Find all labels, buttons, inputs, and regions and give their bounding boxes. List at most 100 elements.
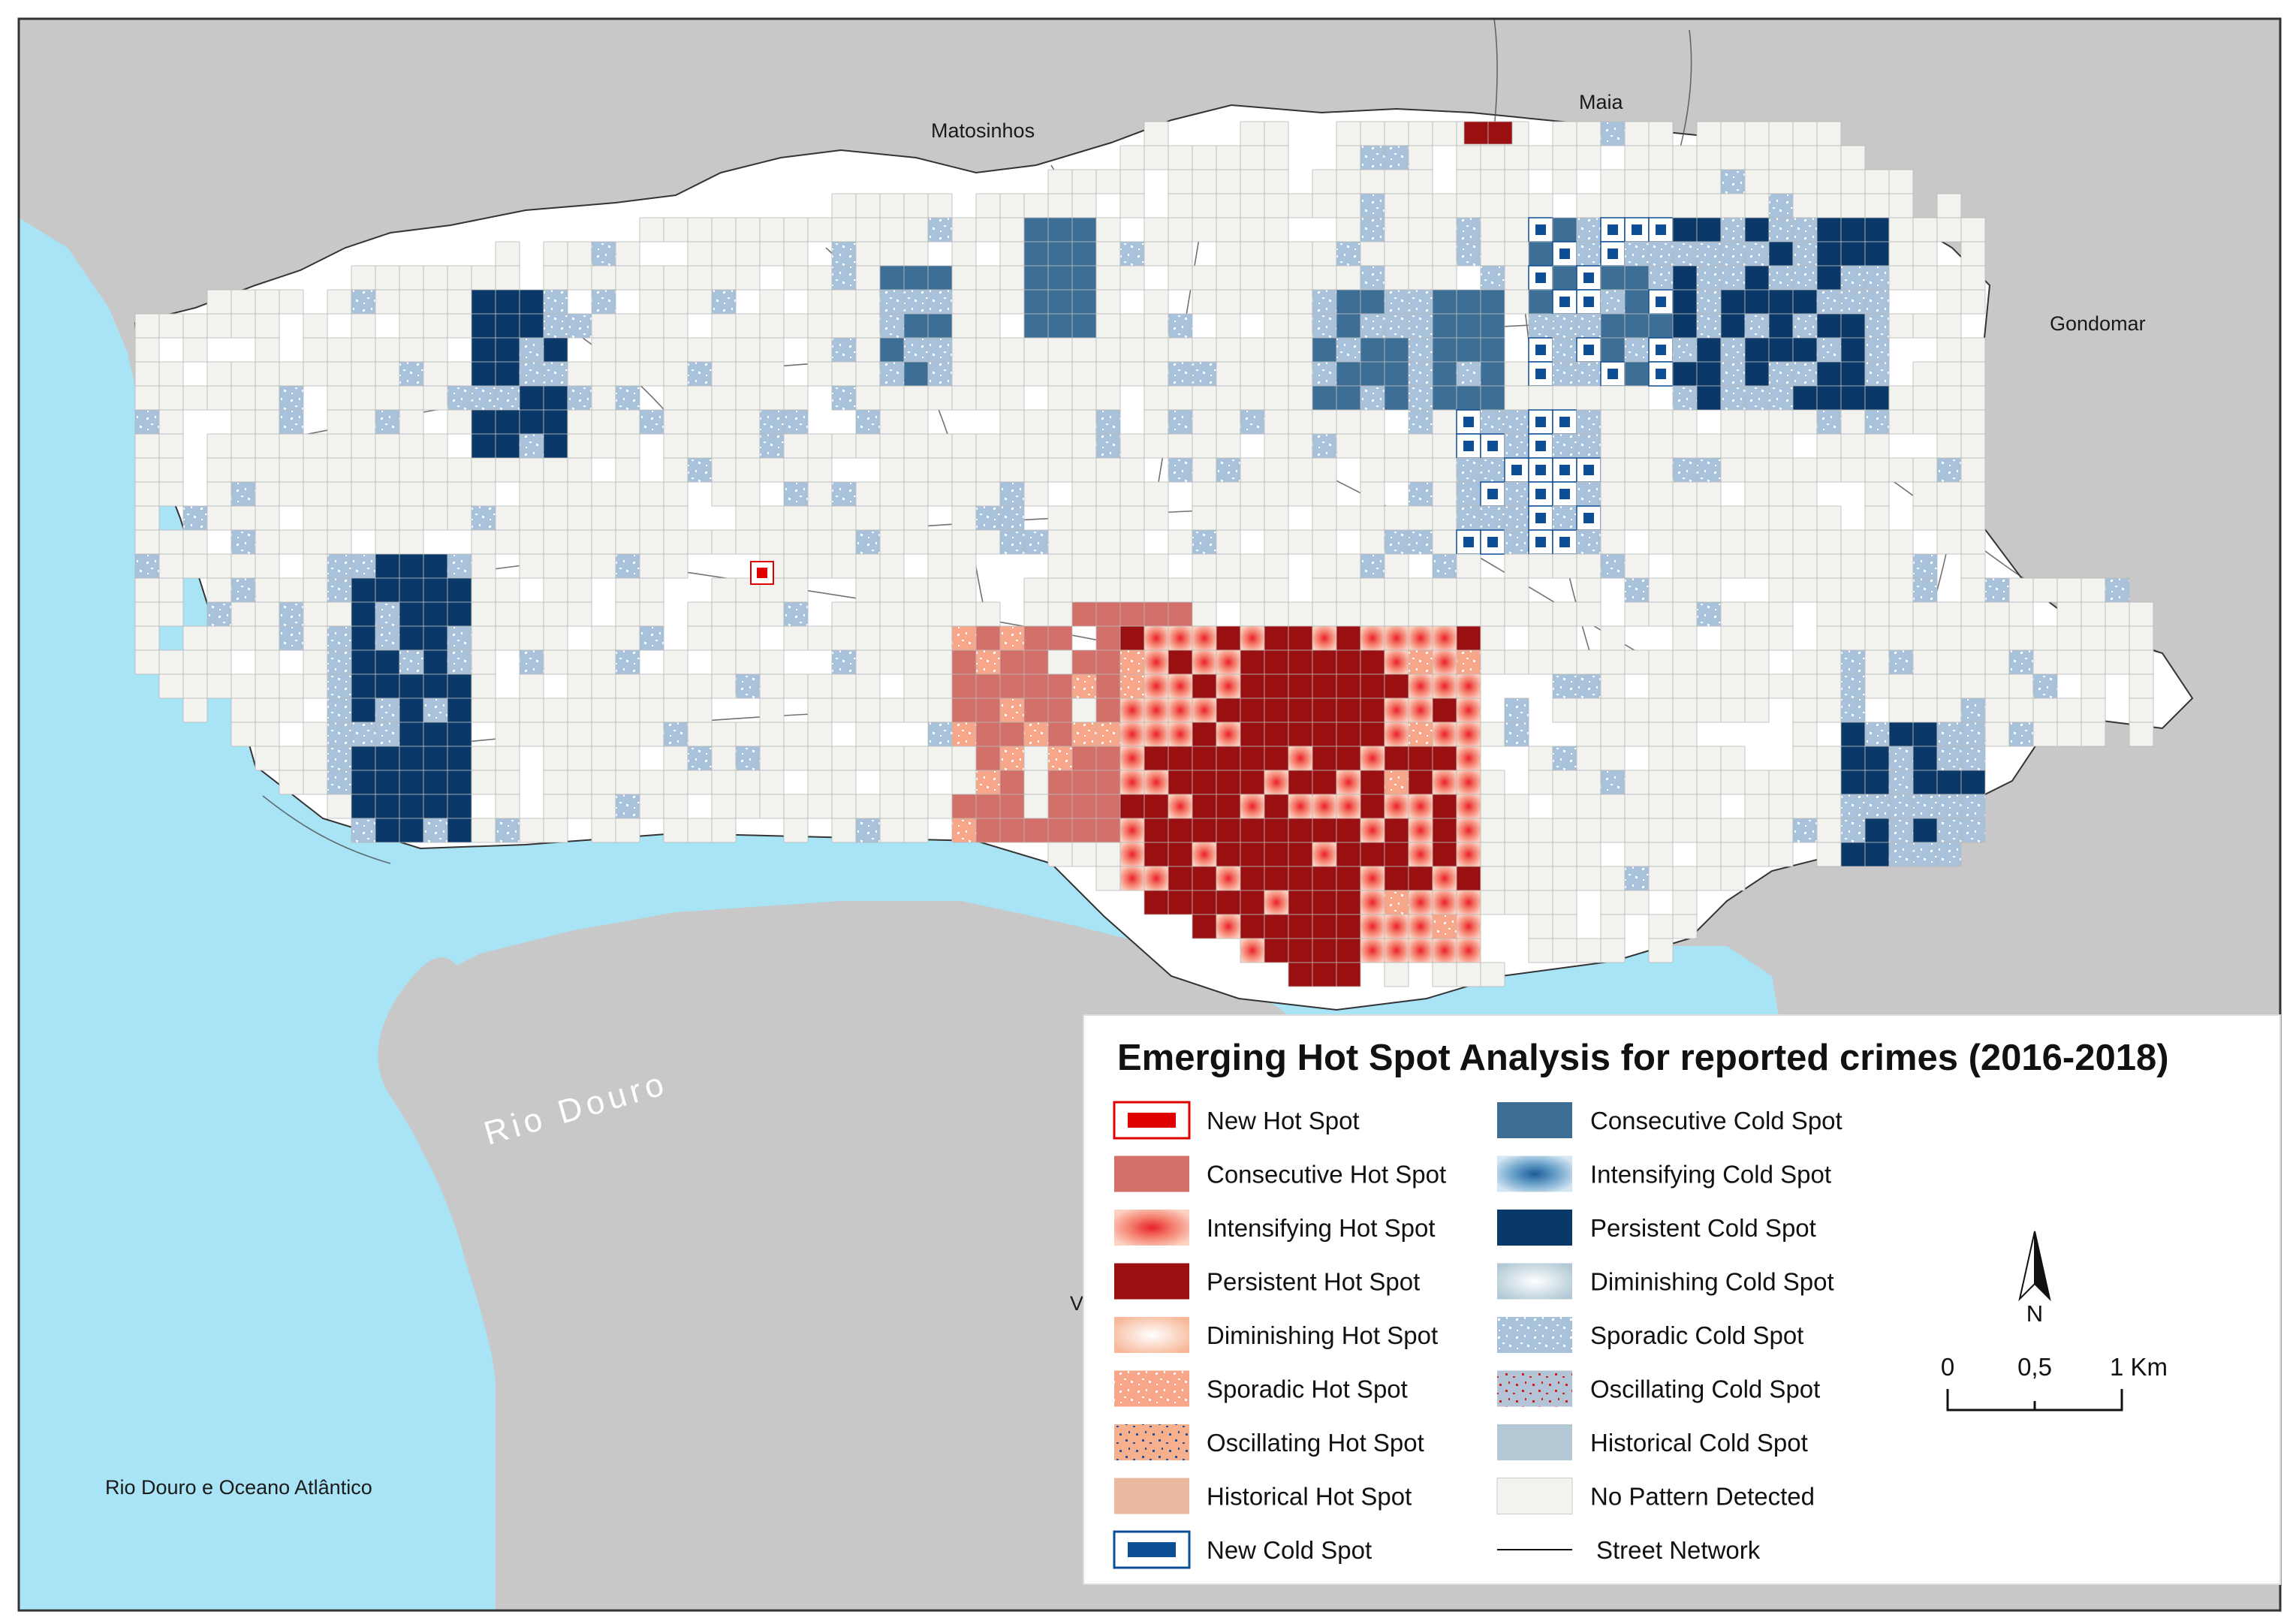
grid-cell-no-pattern [1360,241,1385,267]
grid-cell-no-pattern [759,529,785,555]
grid-cell-sporadic-cold [1648,265,1674,291]
legend-label-diminishing-hot-spot: Diminishing Hot Spot [1207,1321,1438,1349]
grid-cell-sporadic-cold [447,625,472,651]
grid-cell-no-pattern [1480,818,1505,843]
grid-cell-no-pattern [1071,193,1097,218]
grid-cell-consecutive-cold [1360,289,1385,315]
grid-cell-no-pattern [615,746,640,771]
grid-cell-persistent-cold [1864,746,1890,771]
grid-cell-no-pattern [1047,193,1073,218]
grid-cell-sporadic-cold [134,553,160,579]
grid-cell-new-cold-core [1656,369,1666,379]
grid-cell-no-pattern [879,241,905,267]
grid-cell-no-pattern [1336,553,1361,579]
grid-cell-no-pattern [1720,145,1746,170]
grid-cell-no-pattern [1240,145,1265,170]
grid-cell-sporadic-cold [327,625,352,651]
grid-cell-consecutive-hot [1047,673,1073,699]
grid-cell-no-pattern [1600,625,1626,651]
grid-cell-no-pattern [567,457,592,483]
grid-cell-no-pattern [1744,842,1770,867]
grid-cell-no-pattern [471,698,496,723]
grid-cell-no-pattern [1071,409,1097,435]
grid-cell-no-pattern [975,529,1001,555]
grid-cell-no-pattern [615,770,640,795]
grid-cell-no-pattern [1240,601,1265,627]
grid-cell-intensifying-hot [1312,842,1337,867]
scale-tick-2: 1 Km [2110,1353,2168,1381]
grid-cell-no-pattern [1696,433,1722,459]
grid-cell-no-pattern [1600,481,1626,507]
grid-cell-consecutive-hot [1023,698,1049,723]
grid-cell-no-pattern [1768,409,1794,435]
grid-cell-no-pattern [927,601,953,627]
grid-cell-no-pattern [639,217,664,243]
grid-cell-no-pattern [1744,505,1770,531]
grid-cell-no-pattern [1672,505,1698,531]
grid-cell-no-pattern [1432,962,1457,987]
grid-cell-sporadic-cold [759,433,785,459]
grid-cell-persistent-cold [1744,361,1770,387]
grid-cell-no-pattern [711,794,737,819]
grid-cell-sporadic-cold [1600,121,1626,146]
grid-cell-no-pattern [1504,265,1529,291]
grid-cell-no-pattern [2056,577,2082,603]
grid-cell-no-pattern [639,481,664,507]
grid-cell-sporadic-cold [1840,289,1866,315]
grid-cell-consecutive-cold [1047,289,1073,315]
grid-cell-no-pattern [1264,217,1289,243]
grid-cell-no-pattern [711,818,737,843]
grid-cell-no-pattern [759,241,785,267]
grid-cell-consecutive-hot [1023,673,1049,699]
grid-cell-persistent-hot [1264,914,1289,939]
grid-cell-persistent-cold [375,770,400,795]
grid-cell-no-pattern [423,385,448,411]
grid-cell-no-pattern [1768,625,1794,651]
grid-cell-sporadic-cold [543,289,568,315]
grid-cell-no-pattern [423,337,448,363]
grid-cell-new-cold-core [1535,345,1546,355]
grid-cell-no-pattern [1528,842,1553,867]
grid-cell-persistent-cold [1696,385,1722,411]
north-arrow-icon: N [2018,1231,2051,1327]
grid-cell-no-pattern [615,481,640,507]
grid-cell-no-pattern [1840,409,1866,435]
grid-cell-no-pattern [903,698,929,723]
grid-cell-sporadic-cold [1456,481,1481,507]
grid-cell-intensifying-hot [1408,818,1433,843]
grid-cell-persistent-hot [1288,962,1313,987]
grid-cell-consecutive-hot [1023,649,1049,675]
grid-cell-no-pattern [1960,361,1986,387]
grid-cell-sporadic-cold [879,361,905,387]
grid-cell-no-pattern [1744,457,1770,483]
grid-cell-no-pattern [519,818,544,843]
grid-cell-no-pattern [471,529,496,555]
grid-cell-no-pattern [255,481,280,507]
grid-cell-sporadic-cold [231,481,256,507]
grid-cell-sporadic-cold [687,361,713,387]
grid-cell-no-pattern [231,409,256,435]
grid-cell-consecutive-hot [1047,818,1073,843]
grid-cell-no-pattern [1023,601,1049,627]
grid-cell-no-pattern [687,601,713,627]
grid-cell-consecutive-cold [1071,289,1097,315]
grid-cell-sporadic-hot [975,649,1001,675]
grid-cell-no-pattern [279,673,304,699]
grid-cell-sporadic-cold [1336,241,1361,267]
grid-cell-no-pattern [1312,505,1337,531]
grid-cell-no-pattern [1840,145,1866,170]
grid-cell-sporadic-cold [927,337,953,363]
grid-cell-no-pattern [1023,409,1049,435]
grid-cell-sporadic-cold [1168,457,1193,483]
grid-cell-no-pattern [1192,433,1217,459]
grid-cell-no-pattern [999,457,1025,483]
grid-cell-no-pattern [1648,121,1674,146]
grid-cell-intensifying-hot [1456,770,1481,795]
grid-cell-no-pattern [879,553,905,579]
grid-cell-no-pattern [639,722,664,747]
grid-cell-persistent-hot [1456,866,1481,891]
grid-cell-no-pattern [1047,385,1073,411]
water-body [19,218,1787,1610]
grid-cell-no-pattern [1023,577,1049,603]
grid-cell-no-pattern [831,770,857,795]
